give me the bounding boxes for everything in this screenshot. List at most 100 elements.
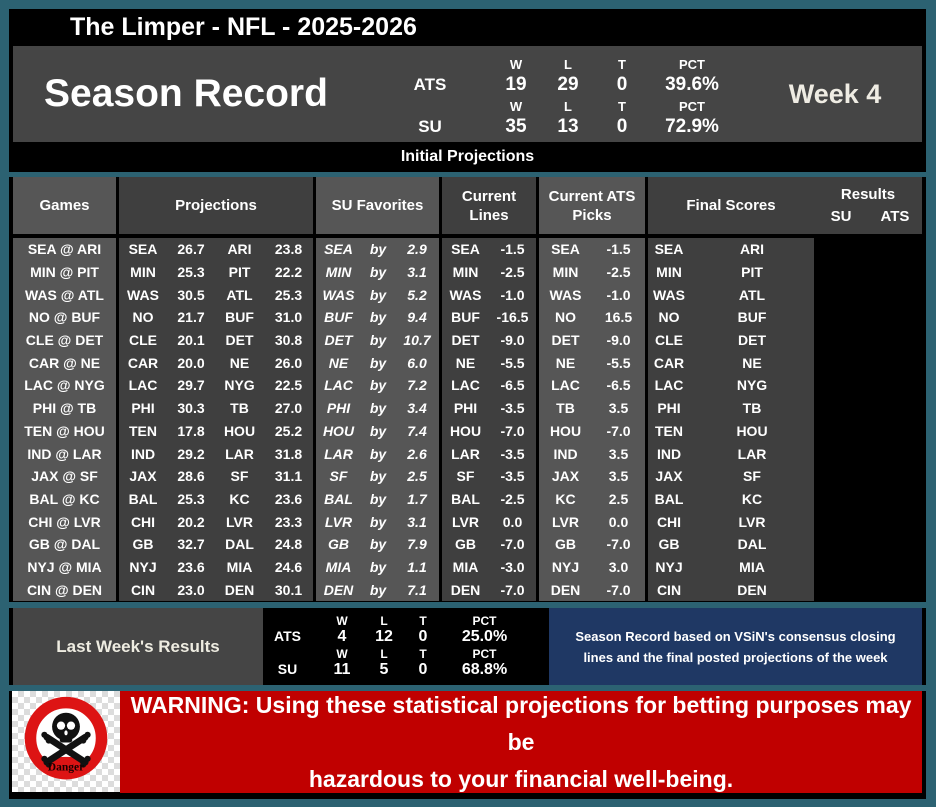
danger-icon-box: Danger — [12, 691, 120, 792]
col-header-l: L — [564, 56, 572, 72]
line-value: -6.5 — [500, 377, 525, 394]
proj-away-team: LAC — [128, 377, 158, 394]
favorite-margin: 5.2 — [407, 286, 427, 303]
line-value: -3.0 — [500, 558, 525, 575]
proj-away-points: 25.3 — [177, 490, 205, 507]
proj-home-points: 25.3 — [274, 286, 303, 303]
final-home-team: KC — [741, 490, 763, 507]
favorite-by: by — [369, 264, 387, 281]
pick-team: WAS — [549, 286, 582, 303]
favorite-team: WAS — [322, 286, 355, 303]
lw-ats-pct: 25.0% — [461, 628, 508, 645]
header-current-lines: Current Lines — [442, 177, 536, 234]
line-team: WAS — [449, 286, 482, 303]
line-value: -3.5 — [500, 468, 525, 485]
pick-team: TB — [556, 400, 575, 417]
final-home-team: DEN — [737, 581, 767, 598]
line-value: -7.0 — [500, 422, 525, 439]
season-su-pct: 72.9% — [665, 116, 719, 137]
final-away-team: BAL — [654, 490, 684, 507]
pick-value: 16.5 — [604, 309, 633, 326]
final-away-team: JAX — [655, 468, 683, 485]
proj-away-team: CLE — [129, 332, 157, 349]
final-home-team: LVR — [738, 513, 766, 530]
final-away-team: GB — [658, 536, 680, 553]
danger-skull-icon: Danger — [24, 696, 108, 779]
season-su-ties: 0 — [616, 116, 628, 137]
proj-home-points: 30.1 — [274, 581, 303, 598]
game-cell: CHI @ LVR — [28, 513, 101, 530]
proj-home-team: PIT — [228, 264, 251, 281]
last-week-table: ATS W L T PCT 4 12 0 25.0% SU W L T PCT … — [265, 614, 527, 680]
line-value: -16.5 — [496, 309, 529, 326]
line-team: BUF — [451, 309, 480, 326]
pick-team: SEA — [551, 241, 580, 258]
line-value: -3.5 — [500, 445, 525, 462]
favorite-by: by — [369, 354, 387, 371]
table-row: LAC @ NYG LAC 29.7 NYG 22.5 LAC by 7.2 L… — [13, 374, 922, 397]
final-away-team: CHI — [656, 513, 682, 530]
favorite-team: MIA — [325, 558, 352, 575]
favorite-team: LAR — [324, 445, 353, 462]
final-away-team: IND — [656, 445, 682, 462]
proj-away-team: BAL — [128, 490, 158, 507]
section-bar-initial-projections: Initial Projections — [9, 142, 926, 172]
pick-value: 3.0 — [608, 558, 629, 575]
pick-value: 3.5 — [608, 445, 629, 462]
column-bg-games — [13, 238, 116, 601]
game-cell: MIN @ PIT — [30, 264, 99, 281]
line-team: LVR — [452, 513, 479, 530]
favorite-team: PHI — [326, 400, 351, 417]
col-header-l: L — [380, 613, 388, 628]
proj-away-points: 29.2 — [177, 445, 205, 462]
proj-away-points: 30.3 — [177, 400, 205, 417]
proj-home-points: 24.8 — [274, 536, 303, 553]
proj-away-team: SEA — [128, 241, 158, 258]
pick-team: JAX — [551, 468, 580, 485]
lw-su-pct: 68.8% — [461, 661, 508, 678]
favorite-margin: 9.4 — [407, 309, 427, 326]
proj-home-team: BUF — [225, 309, 254, 326]
proj-home-team: DEN — [224, 581, 255, 598]
favorite-margin: 3.4 — [407, 400, 427, 417]
final-away-team: TEN — [655, 422, 683, 439]
col-header-w: W — [509, 56, 523, 72]
proj-home-points: 26.0 — [274, 354, 303, 371]
col-header-t: T — [618, 98, 626, 114]
proj-away-points: 25.3 — [177, 264, 205, 281]
pick-value: 2.5 — [608, 490, 629, 507]
col-header-pct: PCT — [472, 646, 497, 661]
favorite-by: by — [369, 536, 387, 553]
pick-value: -1.5 — [606, 241, 631, 258]
proj-home-team: DET — [225, 332, 254, 349]
col-header-t: T — [618, 56, 626, 72]
col-header-pct: PCT — [472, 613, 497, 628]
header-results-ats: ATS — [880, 207, 910, 225]
favorite-by: by — [369, 445, 387, 462]
frame-border — [0, 0, 936, 9]
game-cell: SEA @ ARI — [27, 241, 102, 258]
game-cell: TEN @ HOU — [24, 422, 105, 439]
proj-away-team: PHI — [131, 400, 155, 417]
favorite-by: by — [369, 558, 387, 575]
table-row: IND @ LAR IND 29.2 LAR 31.8 LAR by 2.6 L… — [13, 442, 922, 465]
line-team: SF — [456, 468, 475, 485]
proj-away-points: 20.1 — [177, 332, 205, 349]
final-home-team: PIT — [741, 264, 763, 281]
line-value: -3.5 — [500, 400, 525, 417]
proj-away-team: WAS — [127, 286, 159, 303]
game-cell: LAC @ NYG — [24, 377, 105, 394]
favorite-margin: 3.1 — [407, 264, 427, 281]
line-team: GB — [455, 536, 476, 553]
pick-team: IND — [553, 445, 578, 462]
favorite-team: DEN — [323, 581, 354, 598]
proj-home-team: NE — [229, 354, 250, 371]
favorite-team: GB — [328, 536, 349, 553]
table-row: JAX @ SF JAX 28.6 SF 31.1 SF by 2.5 SF -… — [13, 465, 922, 488]
lw-ats-label: ATS — [274, 628, 301, 644]
final-home-team: BUF — [737, 309, 767, 326]
proj-away-points: 29.7 — [177, 377, 205, 394]
lw-ats-ties: 0 — [418, 628, 428, 645]
pick-value: -9.0 — [606, 332, 631, 349]
